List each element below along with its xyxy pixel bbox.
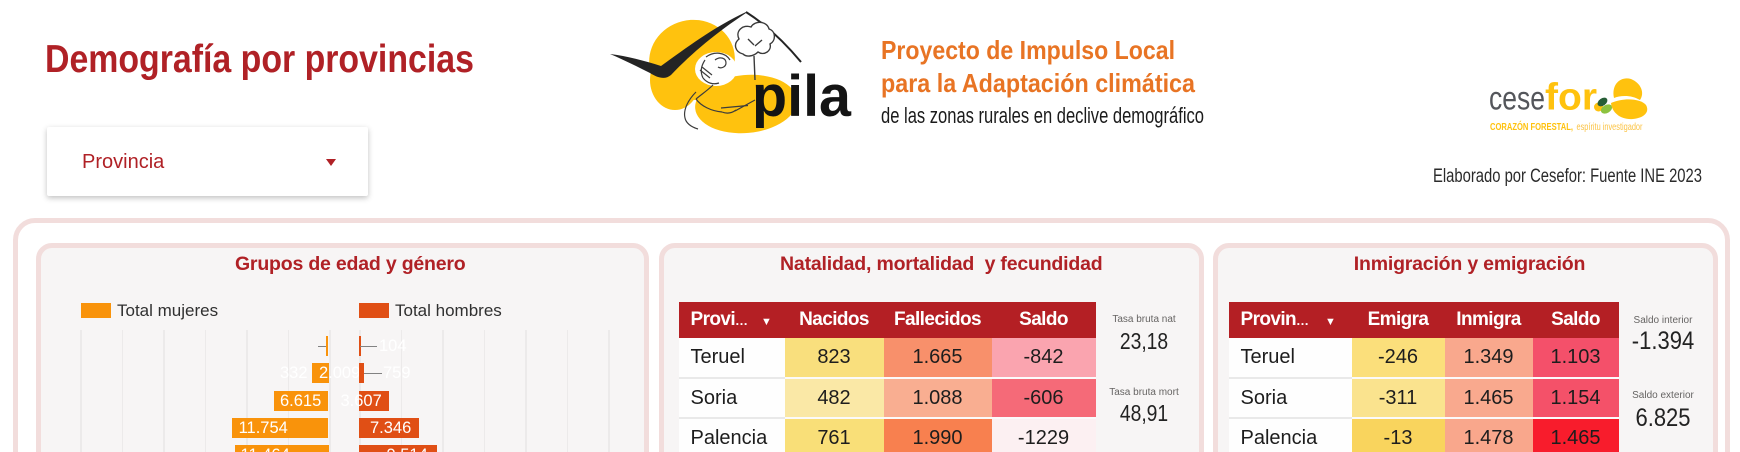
svg-text:Elaborado por Cesefor: Fuente: Elaborado por Cesefor: Fuente INE 2023 xyxy=(1433,166,1702,187)
svg-text:espíritu investigador: espíritu investigador xyxy=(1577,122,1643,133)
svg-text:CORAZÓN FORESTAL,: CORAZÓN FORESTAL, xyxy=(1490,120,1573,133)
svg-text:para la Adaptación climática: para la Adaptación climática xyxy=(881,68,1195,98)
svg-text:for: for xyxy=(1545,77,1597,119)
svg-text:de las zonas rurales en decliv: de las zonas rurales en declive demográf… xyxy=(881,103,1204,128)
svg-text:Proyecto de Impulso Local: Proyecto de Impulso Local xyxy=(881,35,1175,65)
svg-text:cese: cese xyxy=(1489,80,1545,117)
svg-text:pila: pila xyxy=(752,64,852,129)
